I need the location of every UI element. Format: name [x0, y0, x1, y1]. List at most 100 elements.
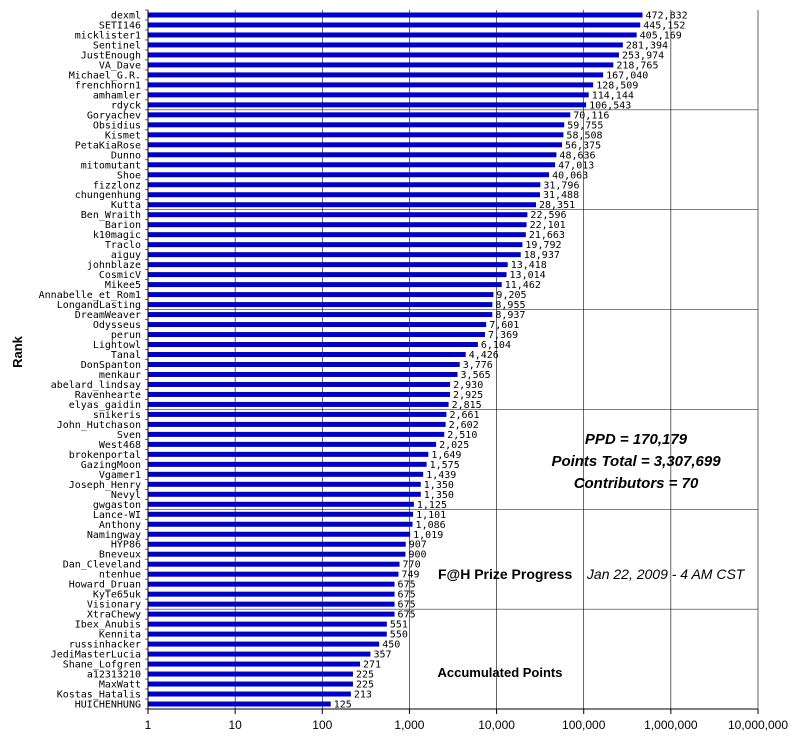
category-label: Kismet [105, 130, 141, 141]
value-labels: 472,832445,152405,169281,394253,974218,7… [334, 10, 688, 710]
bar [148, 671, 353, 677]
value-label: 749 [401, 570, 419, 581]
bar [148, 581, 395, 587]
axis-ticks [145, 9, 759, 714]
value-label: 281,394 [626, 40, 668, 51]
category-label: Sven [117, 430, 141, 441]
bar [148, 621, 387, 627]
bar [148, 361, 460, 367]
category-label: XtraChewy [87, 610, 141, 621]
bar [148, 122, 565, 128]
x-tick-label: 100,000 [562, 718, 606, 732]
category-label: HUICHENHUNG [75, 700, 141, 711]
value-label: 6,104 [481, 340, 511, 351]
bar [148, 242, 523, 248]
category-label: PetaKiaRose [75, 140, 141, 151]
value-label: 167,040 [606, 70, 648, 81]
value-label: 106,543 [589, 100, 631, 111]
category-label: dexml [111, 10, 141, 21]
category-label: Visionary [87, 600, 141, 611]
category-label: Dunno [111, 150, 141, 161]
value-label: 907 [409, 540, 427, 551]
bar [148, 32, 637, 38]
category-label: menkaur [99, 370, 141, 381]
bar [148, 182, 541, 188]
bar [148, 112, 571, 118]
bar [148, 92, 589, 98]
value-label: 675 [398, 580, 416, 591]
category-label: Traclo [105, 240, 141, 251]
bar [148, 511, 414, 517]
category-label: West468 [99, 440, 141, 451]
bar [148, 421, 446, 427]
value-label: 48,636 [559, 150, 595, 161]
category-label: Ben_Wraith [81, 210, 141, 221]
bar [148, 641, 380, 647]
bar [148, 72, 604, 78]
category-label: Anthony [99, 520, 141, 531]
bar [148, 561, 400, 567]
bar [148, 701, 331, 707]
value-label: 7,601 [489, 320, 519, 331]
category-label: Kostas_Hatalis [57, 690, 141, 701]
category-label: Kennita [99, 630, 141, 641]
category-label: Michael_G.R. [69, 70, 141, 81]
value-label: 1,101 [416, 510, 446, 521]
chart-title-line: F@H Prize Progress Jan 22, 2009 - 4 AM C… [438, 564, 746, 583]
value-label: 253,974 [622, 50, 664, 61]
category-label: Barion [105, 220, 141, 231]
category-label: Goryachev [87, 110, 141, 121]
value-label: 7,369 [488, 330, 518, 341]
category-label: abelard_lindsay [51, 380, 141, 391]
category-label: John_Hutchason [57, 420, 141, 431]
category-label: DreamWeaver [75, 310, 141, 321]
bar [148, 52, 619, 58]
category-label: VA_Dave [99, 60, 141, 71]
value-label: 218,765 [616, 60, 658, 71]
value-label: 900 [408, 550, 426, 561]
bar [148, 342, 478, 348]
bar [148, 142, 563, 148]
category-label: MaxWatt [99, 680, 141, 691]
bar [148, 431, 445, 437]
value-label: 59,755 [567, 120, 603, 131]
bar [148, 102, 587, 108]
category-label: snikeris [93, 410, 141, 421]
chart-title: F@H Prize Progress [438, 566, 572, 582]
bar [148, 551, 406, 557]
category-label: ntenhue [99, 570, 141, 581]
category-label: Sentinel [93, 40, 141, 51]
bar [148, 332, 486, 338]
x-tick-label: 1 [145, 718, 152, 732]
value-label: 1,086 [416, 520, 446, 531]
bar [148, 292, 494, 298]
bar [148, 192, 540, 198]
bar [148, 521, 413, 527]
bar [148, 461, 427, 467]
value-label: 11,462 [505, 280, 541, 291]
category-label: russinhacker [69, 640, 141, 651]
y-axis-label: Rank [10, 335, 25, 368]
x-tick-label: 10,000 [478, 718, 515, 732]
value-label: 2,930 [453, 380, 483, 391]
value-label: 58,508 [566, 130, 602, 141]
category-label: Ravenhearte [75, 390, 141, 401]
category-label: Annabelle_et_Rom1 [39, 290, 141, 301]
value-label: 405,169 [640, 30, 682, 41]
value-label: 271 [363, 660, 381, 671]
category-label: Vgamer1 [99, 470, 141, 481]
value-label: 56,375 [565, 140, 601, 151]
category-label: Ibex_Anubis [75, 620, 141, 631]
value-label: 675 [398, 590, 416, 601]
category-label: johnblaze [87, 260, 141, 271]
value-label: 1,350 [424, 480, 454, 491]
category-label: Odysseus [93, 320, 141, 331]
bar [148, 541, 406, 547]
category-label: Kutta [111, 200, 141, 211]
value-label: 357 [373, 650, 391, 661]
category-label: amhamler [93, 90, 141, 101]
bar [148, 631, 387, 637]
bars [148, 12, 643, 707]
value-label: 47,013 [558, 160, 594, 171]
